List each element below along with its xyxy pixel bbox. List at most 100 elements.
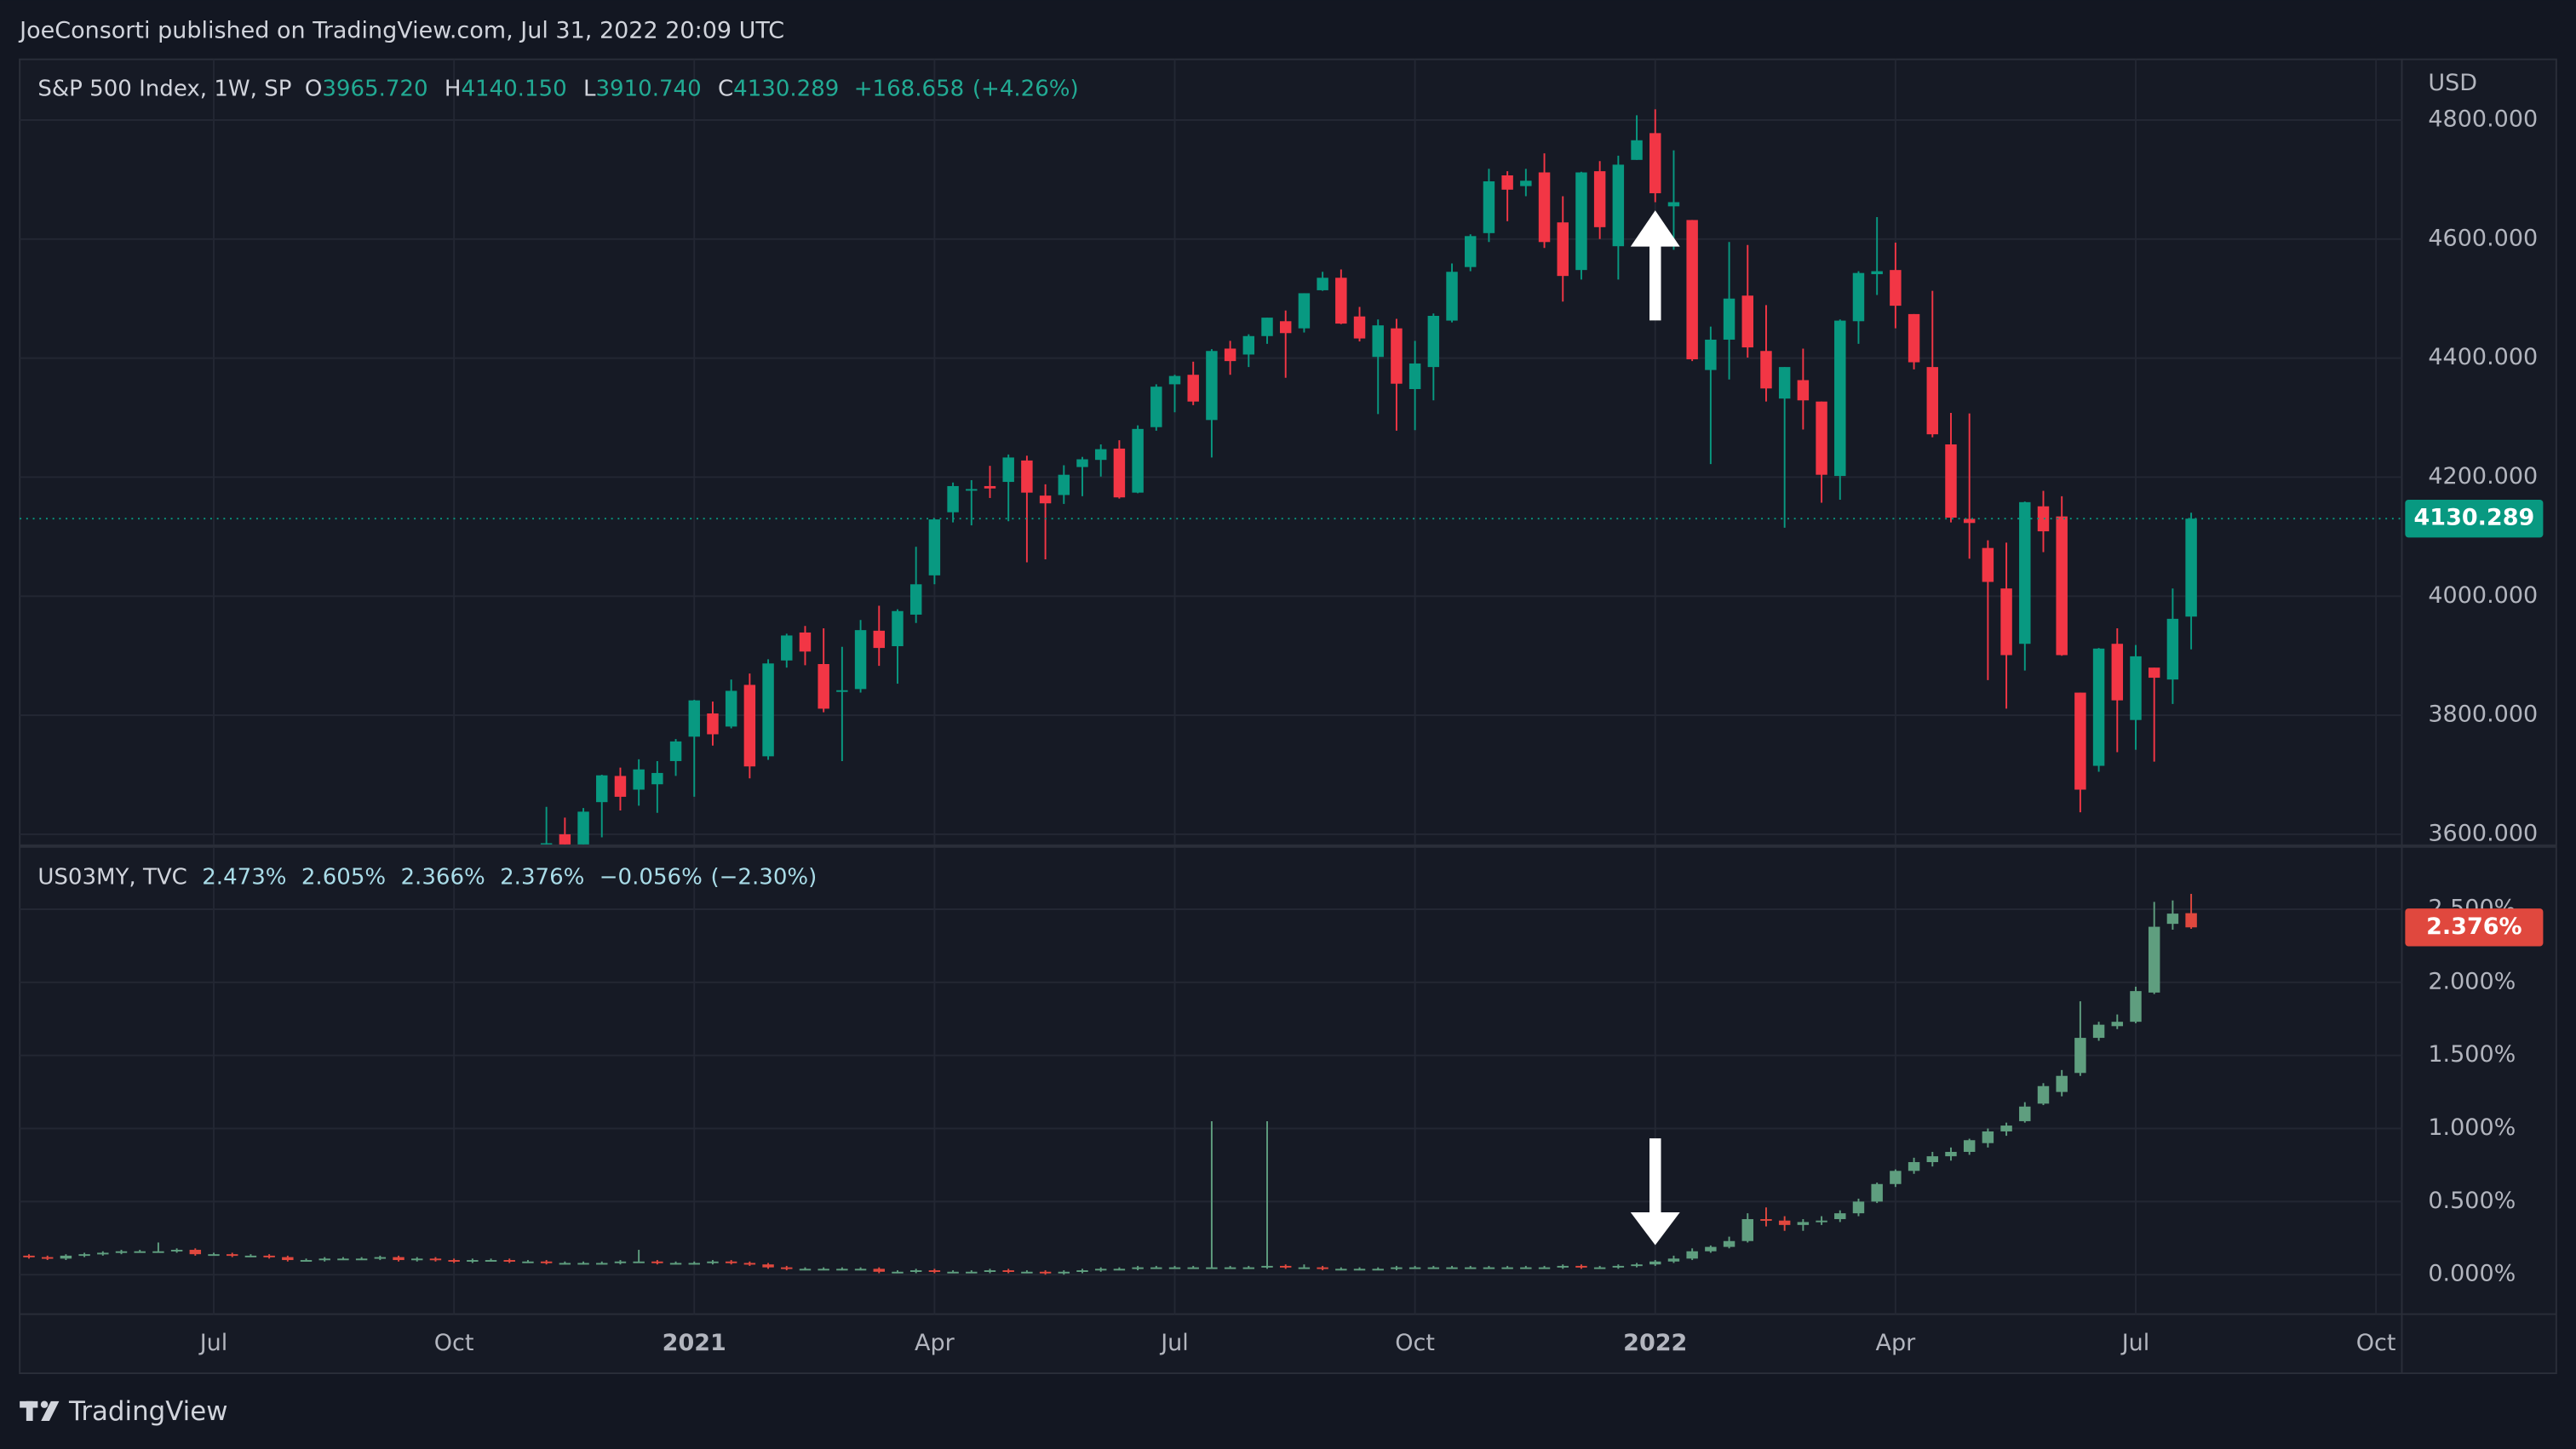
candle-body: [688, 700, 700, 737]
y-tick-label: 3800.000: [2428, 702, 2538, 728]
candle-body: [836, 690, 848, 692]
candle-body: [688, 1263, 700, 1265]
candle-body: [2056, 516, 2068, 656]
candle-body: [1926, 367, 1939, 435]
candle-body: [97, 1252, 109, 1255]
candle-body: [1076, 459, 1088, 467]
candle-body: [799, 632, 812, 652]
legend-field-value: 4140.150: [461, 76, 566, 101]
candle-body: [1557, 222, 1569, 277]
brand-logo: [20, 1400, 60, 1421]
y-tick-label: 4400.000: [2428, 344, 2538, 370]
candle-body: [1002, 1270, 1014, 1273]
candle-body: [1113, 1269, 1126, 1271]
legend: S&P 500 Index, 1W, SP O3965.720 H4140.150 L…: [37, 76, 1078, 101]
candle-body: [1039, 1271, 1052, 1274]
candle-body: [1908, 313, 1920, 363]
candle-body: [1741, 1218, 1753, 1241]
candle-body: [892, 610, 904, 647]
candle-body: [2074, 692, 2086, 790]
candle-body: [1963, 518, 1976, 524]
candle-body: [577, 811, 589, 845]
candle-body: [651, 1261, 663, 1263]
candle-body: [1408, 363, 1421, 389]
candle-body: [818, 663, 829, 709]
x-tick-label: Jul: [1159, 1330, 1189, 1356]
candle-body: [1631, 140, 1643, 160]
candle-body: [2037, 1085, 2050, 1104]
candle-body: [1279, 321, 1292, 334]
candle-body: [2019, 501, 2031, 644]
legend-series-name: S&P 500 Index, 1W, SP: [37, 76, 291, 101]
candle-body: [23, 1255, 35, 1257]
candle-body: [1945, 444, 1957, 518]
candle-body: [2056, 1075, 2068, 1092]
candle-body: [1852, 272, 1865, 322]
candle-body: [1317, 278, 1328, 290]
candle-body: [707, 713, 719, 735]
x-tick-label: 2021: [663, 1330, 726, 1356]
candle-body: [1317, 1267, 1328, 1269]
candle-body: [300, 1260, 313, 1262]
last-price-label: 4130.289: [2414, 505, 2535, 531]
candle-body: [1631, 1264, 1643, 1267]
candle-body: [1520, 1267, 1532, 1269]
candle-body: [2130, 991, 2142, 1022]
candle-body: [1723, 298, 1736, 340]
candle-body: [1871, 271, 1883, 275]
y-tick-label: 1.500%: [2428, 1041, 2516, 1068]
legend-change-pct: (−2.30%): [710, 864, 817, 890]
candle-body: [725, 1261, 737, 1263]
candle-body: [873, 1269, 886, 1272]
candle-body: [355, 1258, 368, 1261]
x-tick-label: 2022: [1623, 1330, 1687, 1356]
candle-body: [1982, 1131, 1994, 1143]
candle-body: [2185, 913, 2197, 928]
candle-body: [2111, 644, 2124, 701]
header-text: JoeConsorti published on TradingView.com…: [18, 17, 784, 43]
y-tick-label: 1.000%: [2428, 1114, 2516, 1141]
candle-body: [1391, 328, 1403, 384]
candle-body: [1150, 1267, 1162, 1269]
candle-body: [1797, 380, 1810, 401]
y-tick-label: 0.000%: [2428, 1261, 2516, 1287]
candle-body: [393, 1257, 404, 1261]
candle-body: [1113, 448, 1126, 498]
candle-body: [1593, 1267, 1606, 1269]
candle-body: [2111, 1022, 2124, 1027]
candle-body: [1593, 171, 1606, 227]
candle-body: [60, 1255, 72, 1259]
candle-body: [1890, 1171, 1902, 1184]
candle-body: [1094, 449, 1107, 461]
legend-field-label: O: [305, 76, 323, 101]
candle-body: [1094, 1269, 1107, 1271]
candle-body: [337, 1258, 349, 1261]
x-tick-label: Apr: [1876, 1330, 1917, 1356]
candle-body: [1778, 1220, 1791, 1225]
legend-change-pct: (+4.26%): [972, 76, 1079, 101]
candle-body: [1279, 1265, 1292, 1268]
candle-body: [1150, 387, 1162, 427]
candle-body: [1002, 457, 1014, 483]
candle-body: [1483, 180, 1495, 233]
candle-body: [1557, 1265, 1569, 1268]
candle-body: [1298, 293, 1311, 329]
candle-body: [651, 772, 663, 785]
last-price-box: [2405, 500, 2544, 538]
candles: [540, 109, 2197, 845]
candle-body: [1686, 220, 1698, 360]
candle-body: [2148, 667, 2160, 679]
candle-body: [799, 1269, 812, 1271]
candle-body: [1168, 375, 1181, 385]
candle-body: [1686, 1251, 1698, 1259]
y-tick-label: 3600.000: [2428, 820, 2538, 846]
candle-body: [1021, 460, 1033, 493]
candle-body: [41, 1257, 54, 1259]
candle-body: [1538, 1267, 1551, 1269]
candle-body: [503, 1260, 515, 1262]
candle-body: [743, 1263, 756, 1265]
candle-body: [2185, 518, 2197, 617]
candle-body: [522, 1261, 534, 1263]
